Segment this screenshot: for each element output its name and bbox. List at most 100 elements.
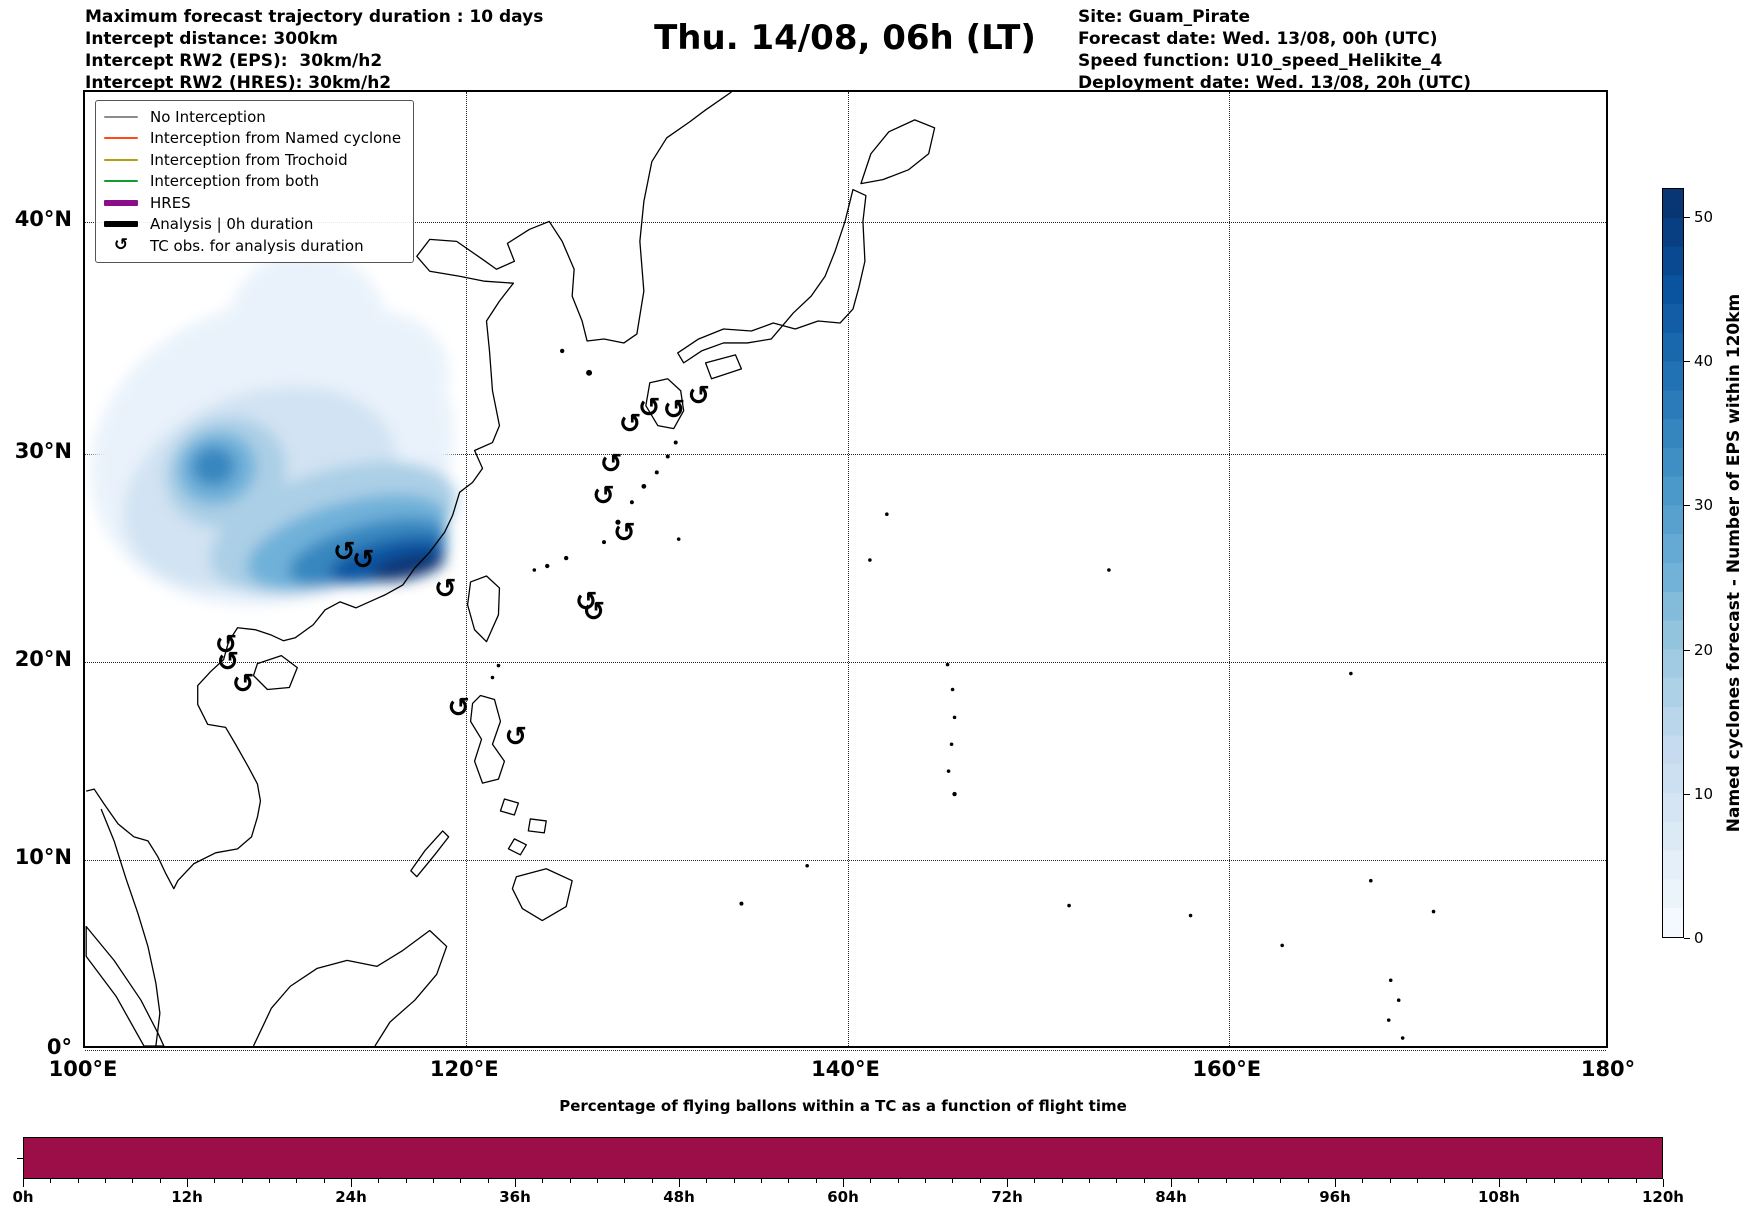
bottom-chart-y-tick	[17, 1158, 23, 1159]
coast-luzon	[469, 694, 506, 784]
gridline-lon-140	[847, 92, 849, 1046]
header-right-line-1: Forecast date: Wed. 13/08, 00h (UTC)	[1078, 29, 1438, 50]
bc-minor-tick-94h	[1307, 1179, 1309, 1183]
bc-minor-tick-4h	[77, 1179, 79, 1183]
tc-obs-icon-2: ↺	[433, 573, 457, 605]
gridline-lat-40	[85, 222, 1606, 223]
x-tick-label-160°E: 160°E	[1192, 1057, 1262, 1081]
density-plume	[91, 251, 457, 606]
bc-major-tick-120h	[1663, 1179, 1664, 1187]
coast-asia-mainland	[86, 92, 732, 890]
coast-hainan	[252, 654, 298, 691]
bc-minor-tick-76h	[1061, 1179, 1063, 1183]
coast-palawan	[410, 830, 450, 878]
tc-obs-icon-6: ↺	[447, 691, 470, 723]
bc-minor-tick-62h	[870, 1179, 872, 1183]
x-tick-label-180°: 180°	[1580, 1057, 1636, 1081]
bc-minor-tick-20h	[296, 1179, 298, 1183]
gridline-lat-20	[85, 662, 1606, 663]
legend-line-swatch	[104, 137, 138, 140]
colorbar-tick-label-30: 30	[1694, 496, 1714, 515]
bc-minor-tick-106h	[1471, 1179, 1473, 1183]
bc-major-tick-12h	[187, 1179, 188, 1187]
bc-minor-tick-70h	[979, 1179, 981, 1183]
tc-obs-icon-15: ↺	[575, 586, 598, 618]
y-tick-label-20°N: 20°N	[14, 647, 72, 671]
bc-minor-tick-66h	[925, 1179, 926, 1183]
bc-tick-label-24h: 24h	[335, 1188, 367, 1206]
bc-tick-label-48h: 48h	[663, 1188, 695, 1206]
legend-line	[104, 180, 138, 183]
bc-minor-tick-100h	[1389, 1179, 1391, 1183]
bc-minor-tick-30h	[433, 1179, 434, 1183]
bc-minor-tick-26h	[378, 1179, 380, 1183]
tc-obs-icon-9: ↺	[662, 394, 686, 426]
tc-obs-icon-12: ↺	[599, 448, 623, 480]
bc-minor-tick-80h	[1116, 1179, 1118, 1183]
bc-minor-tick-118h	[1635, 1179, 1637, 1183]
small-islands	[490, 348, 1436, 1040]
bc-minor-tick-82h	[1143, 1179, 1145, 1183]
legend-label: Analysis | 0h duration	[150, 215, 314, 234]
cyclone-icon: ↺	[104, 237, 138, 254]
bc-minor-tick-104h	[1444, 1179, 1446, 1183]
bc-minor-tick-90h	[1253, 1179, 1254, 1183]
legend-line-swatch	[104, 199, 138, 206]
tc-obs-icon-3: ↺	[214, 629, 238, 661]
bc-minor-tick-54h	[761, 1179, 762, 1183]
bc-tick-label-108h: 108h	[1478, 1188, 1520, 1206]
bc-minor-tick-78h	[1089, 1179, 1090, 1183]
bc-minor-tick-32h	[460, 1179, 462, 1183]
legend-line-swatch	[104, 180, 138, 183]
colorbar-tick-label-0: 0	[1694, 929, 1704, 947]
bc-major-tick-24h	[351, 1179, 352, 1187]
legend-line	[104, 115, 138, 118]
colorbar	[1662, 188, 1684, 938]
bc-major-tick-108h	[1499, 1179, 1500, 1187]
bc-minor-tick-46h	[651, 1179, 653, 1183]
legend-item-2: Interception from Trochoid	[104, 149, 401, 171]
bc-minor-tick-52h	[733, 1179, 735, 1183]
bc-minor-tick-102h	[1417, 1179, 1418, 1183]
bc-minor-tick-58h	[815, 1179, 817, 1183]
bc-major-tick-72h	[1007, 1179, 1008, 1187]
bc-minor-tick-42h	[597, 1179, 598, 1183]
plume-layer-11	[370, 552, 445, 582]
legend-label: Interception from Trochoid	[150, 150, 348, 169]
x-tick-label-120°E: 120°E	[429, 1057, 499, 1081]
header-left-line-0: Maximum forecast trajectory duration : 1…	[85, 7, 544, 27]
gridline-lon-160	[1228, 92, 1230, 1046]
colorbar-tick-0	[1684, 938, 1690, 939]
header-right-line-3: Deployment date: Wed. 13/08, 20h (UTC)	[1078, 73, 1472, 94]
bc-minor-tick-10h	[159, 1179, 161, 1183]
bc-tick-label-36h: 36h	[499, 1188, 531, 1206]
legend-label: No Interception	[150, 107, 266, 126]
gridline-lat-10	[85, 860, 1606, 861]
bc-minor-tick-38h	[542, 1179, 544, 1183]
legend-line-swatch	[104, 158, 138, 161]
bc-tick-label-96h: 96h	[1319, 1188, 1351, 1206]
gridline-lat-0	[85, 1050, 1606, 1051]
tc-obs-icon-11: ↺	[618, 408, 642, 440]
header-right-line-2: Speed function: U10_speed_Helikite_4	[1078, 51, 1443, 72]
colorbar-tick-label-40: 40	[1694, 352, 1714, 371]
legend-label: Interception from both	[150, 172, 320, 191]
bc-minor-tick-88h	[1225, 1179, 1227, 1183]
bc-minor-tick-50h	[706, 1179, 708, 1183]
bc-major-tick-84h	[1171, 1179, 1172, 1187]
tc-obs-icon-14: ↺	[613, 517, 636, 549]
coast-kyushu	[645, 378, 685, 430]
legend-item-0: No Interception	[104, 106, 401, 128]
bc-minor-tick-86h	[1198, 1179, 1200, 1183]
legend-label: TC obs. for analysis duration	[150, 236, 364, 255]
bc-minor-tick-112h	[1553, 1179, 1555, 1183]
bc-minor-tick-74h	[1034, 1179, 1036, 1183]
bc-minor-tick-8h	[132, 1179, 134, 1183]
legend-line	[104, 158, 138, 161]
coast-hokkaido	[860, 119, 936, 185]
legend-label: Interception from Named cyclone	[150, 129, 402, 148]
bottom-chart-axes	[23, 1137, 1663, 1179]
header-left-line-3: Intercept RW2 (HRES): 30km/h2	[85, 73, 392, 94]
tc-obs-icon-16: ↺	[582, 596, 606, 628]
bc-major-tick-48h	[679, 1179, 680, 1187]
